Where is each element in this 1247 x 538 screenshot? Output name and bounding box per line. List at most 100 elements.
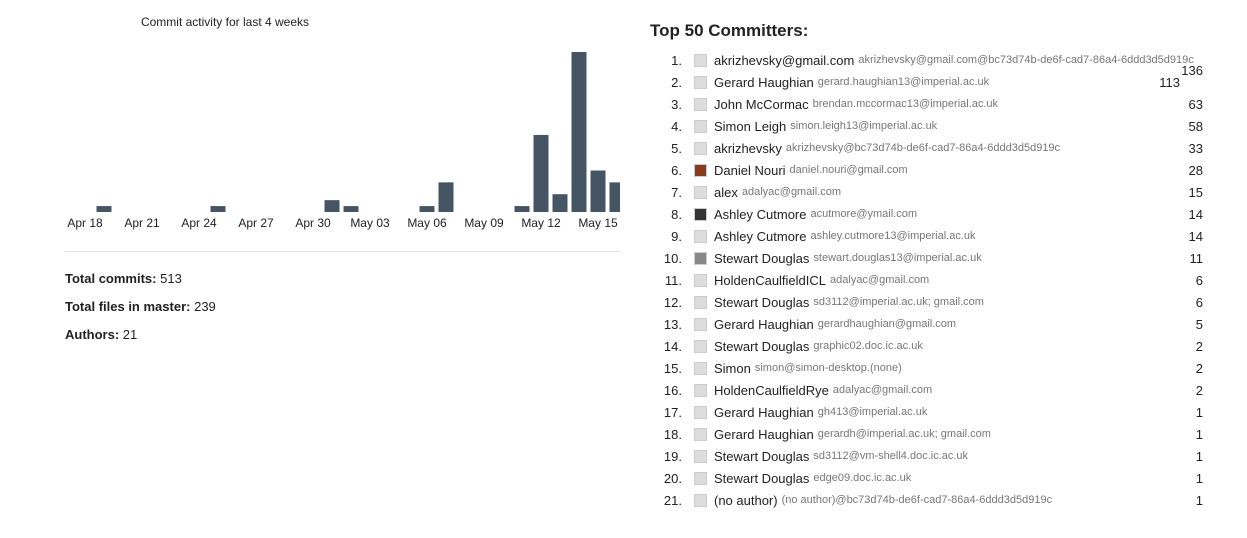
committer-row: 14. Stewart Douglas graphic02.doc.ic.ac.uk…	[650, 335, 1210, 357]
avatar	[694, 295, 707, 309]
rank: 14.	[663, 338, 682, 354]
bar	[343, 206, 359, 212]
stat-value: 21	[122, 327, 138, 342]
committer-list: 1. akrizhevsky@gmail.com akrizhevsky@gmail…	[650, 49, 1210, 511]
count: 14	[1188, 206, 1203, 222]
avatar	[694, 405, 707, 419]
email: edge09.doc.ic.ac.uk	[813, 472, 912, 484]
avatar	[694, 493, 707, 507]
bar	[552, 194, 568, 212]
count: 11	[1189, 250, 1204, 266]
count: 1	[1195, 470, 1203, 486]
bar	[590, 170, 606, 212]
stat-label: Total files in master:	[65, 299, 191, 314]
committer-row: 17. Gerard Haughian gh413@imperial.ac.uk 1	[650, 401, 1210, 423]
rank: 9.	[671, 228, 682, 244]
rank: 13.	[663, 316, 682, 332]
rank: 15.	[663, 360, 682, 376]
stat-label: Total commits:	[65, 271, 157, 286]
bar	[324, 200, 340, 212]
avatar	[694, 163, 707, 177]
avatar	[694, 119, 707, 133]
committer-row: 20. Stewart Douglas edge09.doc.ic.ac.uk 1	[650, 467, 1210, 489]
count: 6	[1195, 272, 1203, 288]
avatar	[694, 229, 707, 243]
email: daniel.nouri@gmail.com	[789, 164, 908, 176]
email: akrizhevsky@bc73d74b-de6f-cad7-86a4-6ddd…	[785, 142, 1061, 154]
x-tick-label: May 03	[350, 216, 390, 230]
count: 113	[1159, 74, 1180, 90]
rank: 10.	[663, 250, 682, 266]
avatar	[694, 75, 707, 89]
rank: 18.	[663, 426, 682, 442]
email: sd3112@vm-shell4.doc.ic.ac.uk	[813, 450, 969, 462]
email: adalyac@gmail.com	[741, 186, 842, 198]
bar	[419, 206, 435, 212]
stat: Authors: 21	[65, 327, 137, 342]
bar	[96, 206, 112, 212]
committer-row: 15. Simon simon@simon-desktop.(none) 2	[650, 357, 1210, 379]
rank: 8.	[671, 206, 682, 222]
rank: 20.	[663, 470, 682, 486]
count: 6	[1195, 294, 1203, 310]
email: simon.leigh13@imperial.ac.uk	[790, 120, 938, 132]
bar	[571, 52, 587, 212]
committer-row: 3. John McCormac brendan.mccormac13@imperi…	[650, 93, 1210, 115]
stat-label: Authors:	[65, 327, 120, 342]
x-tick-label: Apr 21	[124, 216, 160, 230]
committer-row: 21. (no author) (no author)@bc73d74b-de6f-…	[650, 489, 1210, 511]
rank: 16.	[663, 382, 682, 398]
name: Simon Leigh	[714, 118, 787, 134]
rank: 6.	[671, 162, 682, 178]
committer-row: 13. Gerard Haughian gerardhaughian@gmail.c…	[650, 313, 1210, 335]
x-tick-label: Apr 27	[238, 216, 274, 230]
count: 33	[1188, 140, 1203, 156]
avatar	[694, 427, 707, 441]
email: gerardhaughian@gmail.com	[817, 318, 957, 330]
avatar	[694, 361, 707, 375]
count: 136	[1181, 63, 1203, 78]
name: alex	[714, 184, 738, 200]
bar	[609, 182, 620, 212]
committer-row: 11. HoldenCaulfieldICL adalyac@gmail.com 6	[650, 269, 1210, 291]
count: 63	[1188, 96, 1203, 112]
name: Ashley Cutmore	[714, 206, 807, 222]
email: simon@simon-desktop.(none)	[754, 362, 902, 374]
name: Stewart Douglas	[714, 294, 810, 310]
rank: 21.	[663, 492, 682, 508]
rank: 4.	[671, 118, 682, 134]
avatar	[694, 141, 707, 155]
bar	[533, 134, 549, 212]
name: Daniel Nouri	[714, 162, 786, 178]
committer-row: 6. Daniel Nouri daniel.nouri@gmail.com 28	[650, 159, 1210, 181]
avatar	[694, 317, 707, 331]
count: 1	[1195, 426, 1203, 442]
avatar	[694, 449, 707, 463]
committer-row: 5. akrizhevsky akrizhevsky@bc73d74b-de6f-c…	[650, 137, 1210, 159]
count: 14	[1188, 228, 1203, 244]
count: 1	[1195, 448, 1203, 464]
name: Stewart Douglas	[714, 470, 810, 486]
count: 2	[1195, 360, 1203, 376]
name: Gerard Haughian	[714, 316, 814, 332]
count: 2	[1195, 338, 1203, 354]
stat: Total files in master: 239	[65, 299, 216, 314]
avatar	[694, 273, 707, 287]
rank: 3.	[671, 96, 682, 112]
committer-row: 9. Ashley Cutmore ashley.cutmore13@imperia…	[650, 225, 1210, 247]
count: 2	[1195, 382, 1203, 398]
count: 15	[1188, 184, 1203, 200]
committer-row: 12. Stewart Douglas sd3112@imperial.ac.uk;…	[650, 291, 1210, 313]
email: (no author)@bc73d74b-de6f-cad7-86a4-6ddd…	[781, 494, 1053, 506]
email: ashley.cutmore13@imperial.ac.uk	[810, 230, 976, 242]
email: gerardh@imperial.ac.uk; gmail.com	[817, 428, 991, 440]
bar	[438, 182, 454, 212]
x-tick-label: May 15	[578, 216, 618, 230]
avatar	[694, 251, 707, 265]
name: Gerard Haughian	[714, 74, 814, 90]
committer-row: 10. Stewart Douglas stewart.douglas13@impe…	[650, 247, 1210, 269]
committers-title: Top 50 Committers:	[650, 21, 809, 40]
name: Stewart Douglas	[714, 250, 810, 266]
x-tick-label: May 12	[521, 216, 561, 230]
x-tick-label: Apr 18	[67, 216, 103, 230]
